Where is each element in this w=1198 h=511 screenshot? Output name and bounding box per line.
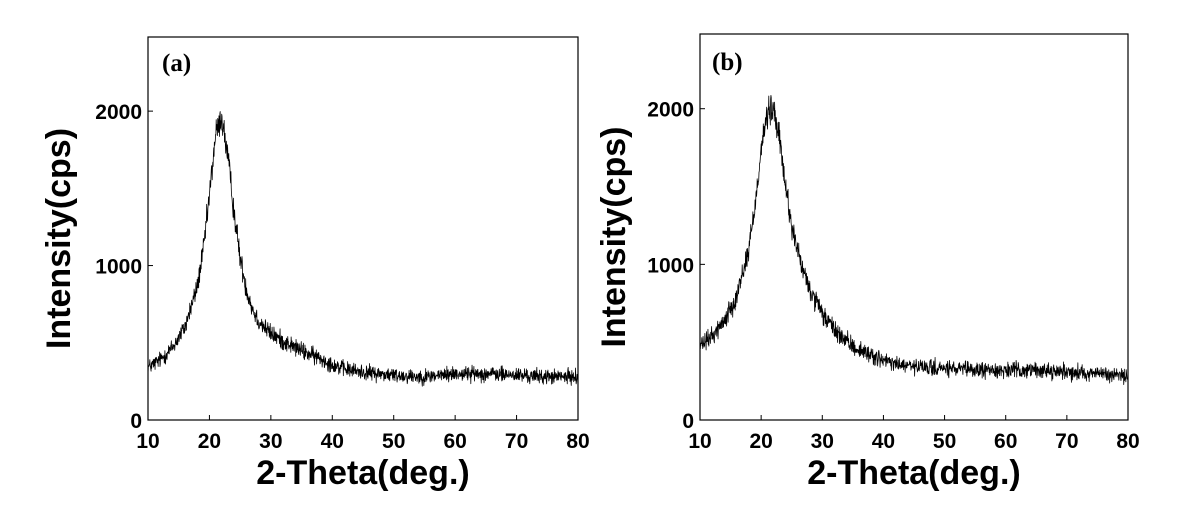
x-tick-label: 70 [505,430,528,453]
x-tick-label: 70 [1055,430,1078,453]
plot-frame [147,36,579,421]
xrd-series-line [147,111,579,387]
panel-label: (b) [712,49,743,76]
x-tick-label: 50 [933,430,956,453]
panel-label: (a) [162,50,191,77]
y-axis-title: Intensity(cps) [595,126,633,347]
y-tick-label: 0 [682,410,694,433]
chart-panel-b: 10 20 30 40 50 60 70 80 0 1000 2000 2-Theta(deg.) In… [595,33,1140,492]
y-tick-label: 0 [130,410,142,433]
x-tick-label: 20 [198,430,221,453]
y-tick-label: 1000 [95,256,142,279]
x-tick-label: 80 [566,430,589,453]
x-tick-label: 60 [443,430,466,453]
x-tick-label: 30 [259,430,282,453]
x-tick-label: 50 [382,430,405,453]
x-tick-label: 60 [994,430,1017,453]
x-tick-label: 30 [811,430,834,453]
x-tick-label: 10 [688,430,711,453]
plot-frame [699,33,1129,421]
x-tick-label: 80 [1116,430,1139,453]
y-axis-title: Intensity(cps) [40,128,78,349]
x-tick-label: 20 [749,430,772,453]
chart-panel-a: 10 20 30 40 50 60 70 80 0 1000 2000 2-Theta(deg.) In… [40,36,590,492]
x-axis-title: 2-Theta(deg.) [256,454,469,492]
y-tick-label: 2000 [95,101,142,124]
x-tick-label: 40 [872,430,895,453]
x-axis-title: 2-Theta(deg.) [807,454,1020,492]
x-tick-label: 40 [321,430,344,453]
xrd-series-line [699,94,1129,385]
y-tick-label: 2000 [647,99,694,122]
x-tick-label: 10 [136,430,159,453]
y-tick-label: 1000 [647,254,694,277]
